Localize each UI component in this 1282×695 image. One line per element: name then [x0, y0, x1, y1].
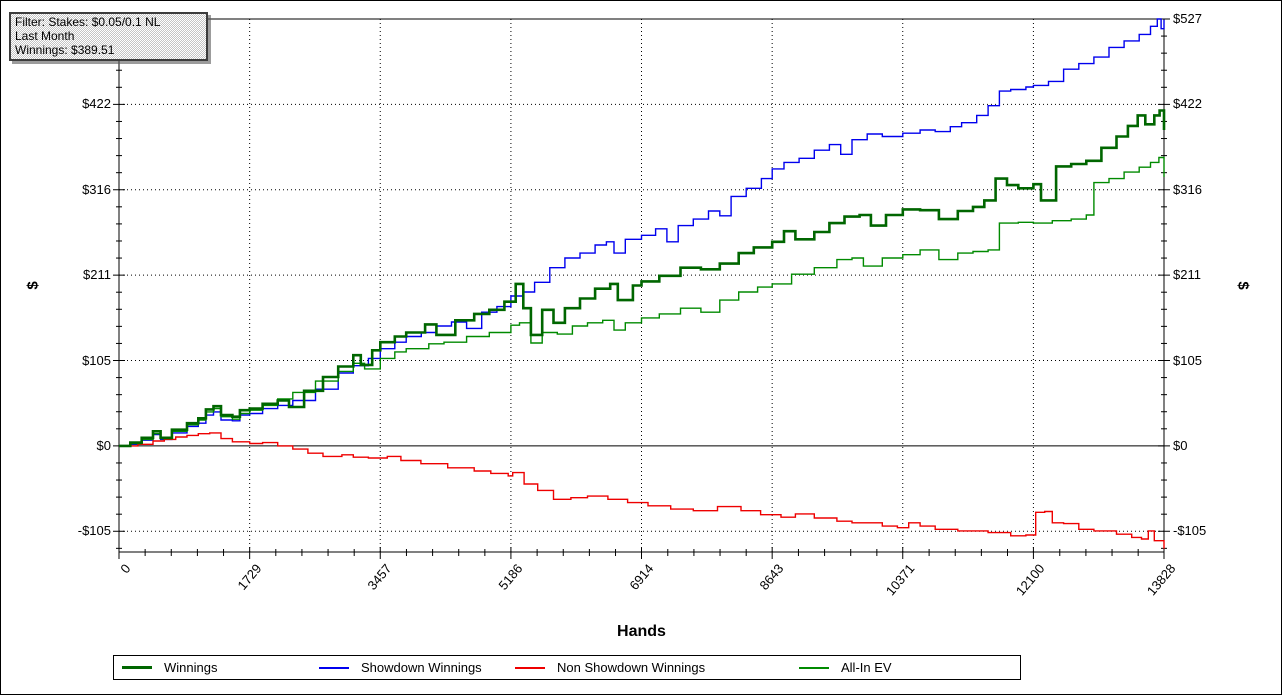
- series-line-non-showdown-winnings: [119, 432, 1165, 549]
- y-tick-label-right: $422: [1173, 96, 1202, 111]
- y-tick-label-right: $211: [1173, 267, 1201, 282]
- y-tick-label-right: -$105: [1173, 523, 1207, 538]
- legend-item-non-showdown-winnings: Non Showdown Winnings: [515, 656, 705, 679]
- legend-label-all-in-ev: All-In EV: [841, 660, 892, 675]
- winnings-line-swatch: [122, 666, 152, 669]
- all-in-ev-line-swatch: [799, 666, 829, 669]
- legend-label-non-showdown-winnings: Non Showdown Winnings: [557, 660, 706, 675]
- non-showdown-winnings-line-swatch: [515, 666, 545, 669]
- y-tick-label-left: -$105: [77, 523, 111, 538]
- filter-period-text: Last Month: [15, 29, 75, 43]
- y-axis-title-left: $: [24, 281, 42, 290]
- y-tick-label-left: $105: [82, 353, 111, 368]
- legend-label-winnings: Winnings: [164, 660, 218, 675]
- y-tick-label-right: $527: [1173, 11, 1202, 26]
- x-axis-title: Hands: [617, 623, 666, 640]
- legend-item-winnings: Winnings: [122, 656, 217, 679]
- showdown-winnings-line-swatch: [319, 666, 349, 669]
- y-tick-label-left: $0: [96, 438, 111, 453]
- legend-box: Winnings Showdown Winnings Non Showdown …: [113, 655, 1021, 680]
- y-tick-label-left: $211: [83, 267, 111, 282]
- filter-winnings-text: Winnings: $389.51: [15, 43, 115, 57]
- legend-item-showdown-winnings: Showdown Winnings: [319, 656, 482, 679]
- legend-label-showdown-winnings: Showdown Winnings: [361, 660, 482, 675]
- gridlines: [119, 19, 1164, 552]
- series-line-winnings: [119, 109, 1166, 448]
- y-tick-label-left: $422: [82, 96, 111, 111]
- filter-stakes-text: Filter: Stakes: $0.05/0.1 NL: [15, 15, 161, 29]
- y-tick-label-right: $316: [1173, 182, 1202, 197]
- series-line-showdown-winnings: [119, 18, 1165, 447]
- filter-info-box: Filter: Stakes: $0.05/0.1 NL Last Month …: [9, 12, 208, 61]
- y-tick-label-left: $316: [82, 182, 111, 197]
- y-tick-label-right: $105: [1173, 353, 1202, 368]
- y-tick-label-right: $0: [1173, 438, 1188, 453]
- axis-ticks: [113, 18, 1170, 559]
- legend-item-all-in-ev: All-In EV: [799, 656, 892, 679]
- y-axis-title-right: $: [1234, 281, 1252, 290]
